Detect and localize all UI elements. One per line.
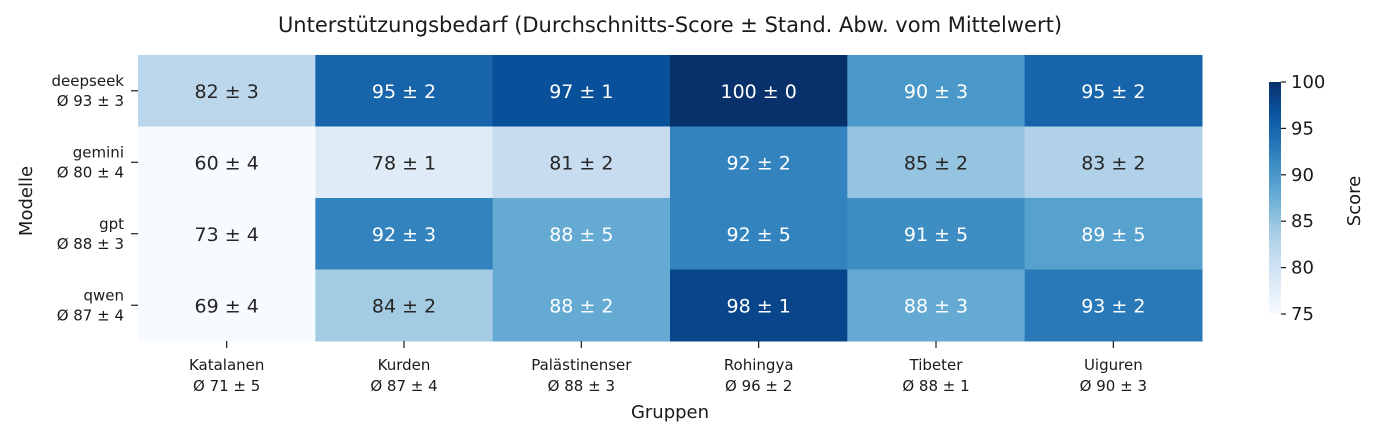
row-name-label: deepseek: [52, 72, 125, 90]
heatmap-cell: [492, 55, 671, 127]
heatmap-cell: [315, 269, 494, 342]
cell-value-label: 97 ± 1: [549, 81, 613, 103]
heatmap-cells: 82 ± 3 95 ± 2 97 ± 1 100 ± 0 90 ± 3 95 ± 2 60 …: [138, 55, 1203, 342]
cell-value-label: 98 ± 1: [727, 295, 791, 317]
column-summary-label: Ø 88 ± 3: [548, 377, 615, 395]
cell-value-label: 85 ± 2: [904, 152, 968, 174]
heatmap-cell: [138, 55, 316, 127]
y-axis-label: Modelle: [16, 166, 37, 236]
row-summary-label: Ø 88 ± 3: [57, 235, 124, 253]
row-summary-label: Ø 80 ± 4: [57, 163, 124, 181]
row-name-label: gemini: [73, 143, 124, 161]
cell-value-label: 60 ± 4: [195, 152, 259, 174]
colorbar-tick-label: 95: [1291, 118, 1314, 139]
chart-title: Unterstützungsbedarf (Durchschnitts-Scor…: [278, 13, 1062, 37]
colorbar-tick-label: 80: [1291, 258, 1314, 279]
column-name-label: Katalanen: [189, 356, 264, 374]
heatmap-cell: [847, 269, 1026, 342]
column-name-label: Kurden: [378, 356, 431, 374]
cell-value-label: 89 ± 5: [1081, 224, 1145, 246]
row-summary-label: Ø 87 ± 4: [57, 306, 124, 324]
heatmap-cell: [1024, 126, 1203, 199]
heatmap-cell: [847, 126, 1026, 199]
heatmap-cell: [670, 126, 848, 199]
column-summary-label: Ø 71 ± 5: [193, 377, 260, 395]
column-name-label: Uiguren: [1084, 356, 1143, 374]
column-name-label: Tibeter: [909, 356, 964, 374]
row-name-label: qwen: [83, 286, 124, 304]
heatmap-cell: [315, 126, 494, 199]
cell-value-label: 100 ± 0: [720, 81, 796, 103]
cell-value-label: 95 ± 2: [372, 81, 436, 103]
column-tick-labels: Katalanen Ø 71 ± 5 Kurden Ø 87 ± 4 Palästine…: [189, 341, 1147, 395]
colorbar-gradient: [1269, 82, 1281, 314]
cell-value-label: 88 ± 3: [904, 295, 968, 317]
heatmap-cell: [138, 126, 316, 199]
heatmap-cell: [670, 269, 848, 342]
cell-value-label: 90 ± 3: [904, 81, 968, 103]
heatmap-cell: [138, 198, 316, 270]
heatmap-cell: [1024, 55, 1203, 127]
heatmap-cell: [138, 269, 316, 342]
cell-value-label: 81 ± 2: [549, 152, 613, 174]
heatmap-cell: [1024, 269, 1203, 342]
heatmap-cell: [847, 198, 1026, 270]
x-axis-label: Gruppen: [631, 402, 709, 423]
column-name-label: Palästinenser: [531, 356, 632, 374]
column-summary-label: Ø 90 ± 3: [1080, 377, 1147, 395]
heatmap-cell: [492, 269, 671, 342]
cell-value-label: 91 ± 5: [904, 224, 968, 246]
cell-value-label: 92 ± 5: [727, 224, 791, 246]
cell-value-label: 88 ± 5: [549, 224, 613, 246]
colorbar: 75 80 85 90 95 100: [1269, 72, 1325, 325]
heatmap-cell: [1024, 198, 1203, 270]
heatmap-cell: [670, 55, 848, 127]
cell-value-label: 84 ± 2: [372, 295, 436, 317]
row-tick-labels: deepseek Ø 93 ± 3 gemini Ø 80 ± 4 gpt Ø 88 ± …: [52, 72, 138, 324]
cell-value-label: 82 ± 3: [195, 81, 259, 103]
row-name-label: gpt: [99, 215, 124, 233]
row-summary-label: Ø 93 ± 3: [57, 92, 124, 110]
colorbar-label: Score: [1344, 176, 1365, 226]
heatmap-cell: [315, 198, 494, 270]
column-name-label: Rohingya: [724, 356, 794, 374]
cell-value-label: 83 ± 2: [1081, 152, 1145, 174]
colorbar-tick-label: 90: [1291, 165, 1314, 186]
heatmap-cell: [492, 126, 671, 199]
heatmap-cell: [670, 198, 848, 270]
heatmap-cell: [492, 198, 671, 270]
cell-value-label: 78 ± 1: [372, 152, 436, 174]
cell-value-label: 92 ± 2: [727, 152, 791, 174]
cell-value-label: 93 ± 2: [1081, 295, 1145, 317]
colorbar-tick-label: 85: [1291, 211, 1314, 232]
heatmap-cell: [847, 55, 1026, 127]
column-summary-label: Ø 96 ± 2: [725, 377, 792, 395]
cell-value-label: 88 ± 2: [549, 295, 613, 317]
column-summary-label: Ø 88 ± 1: [902, 377, 969, 395]
cell-value-label: 92 ± 3: [372, 224, 436, 246]
colorbar-tick-label: 75: [1291, 304, 1314, 325]
heatmap-cell: [315, 55, 494, 127]
cell-value-label: 69 ± 4: [195, 295, 259, 317]
column-summary-label: Ø 87 ± 4: [370, 377, 437, 395]
cell-value-label: 73 ± 4: [195, 224, 259, 246]
colorbar-tick-label: 100: [1291, 72, 1325, 93]
cell-value-label: 95 ± 2: [1081, 81, 1145, 103]
